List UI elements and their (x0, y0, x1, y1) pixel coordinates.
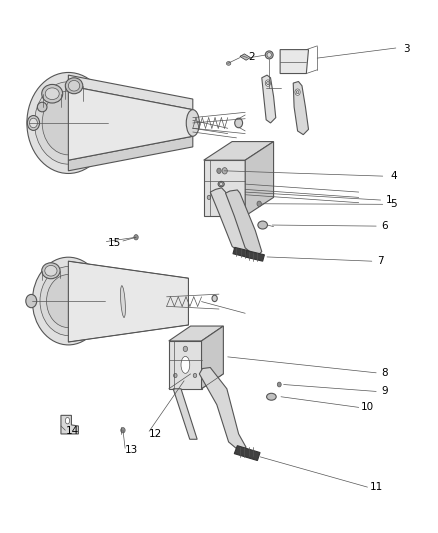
Text: 2: 2 (248, 52, 255, 61)
Ellipse shape (68, 80, 80, 91)
Ellipse shape (42, 84, 63, 103)
Polygon shape (262, 75, 276, 123)
Polygon shape (68, 136, 193, 171)
Ellipse shape (267, 393, 276, 400)
Ellipse shape (186, 110, 199, 136)
Text: 6: 6 (381, 221, 388, 231)
Ellipse shape (27, 116, 39, 131)
Polygon shape (245, 142, 274, 216)
Ellipse shape (257, 201, 261, 206)
Ellipse shape (27, 72, 110, 173)
Ellipse shape (235, 118, 243, 128)
Ellipse shape (65, 417, 70, 424)
Polygon shape (210, 188, 247, 256)
Text: 9: 9 (381, 386, 388, 397)
Polygon shape (199, 368, 246, 451)
Polygon shape (234, 446, 260, 461)
Polygon shape (293, 82, 308, 135)
Polygon shape (245, 251, 265, 261)
Ellipse shape (265, 80, 271, 86)
Polygon shape (68, 261, 188, 342)
Text: 10: 10 (361, 402, 374, 413)
Ellipse shape (217, 168, 221, 173)
Ellipse shape (45, 265, 57, 276)
Ellipse shape (42, 91, 95, 155)
Polygon shape (169, 341, 201, 389)
Ellipse shape (212, 295, 217, 302)
Ellipse shape (29, 118, 37, 128)
Ellipse shape (183, 346, 187, 352)
Ellipse shape (193, 373, 197, 377)
Ellipse shape (207, 195, 211, 199)
Polygon shape (204, 160, 245, 216)
Text: 13: 13 (125, 445, 138, 455)
Text: 14: 14 (66, 426, 79, 437)
Text: 1: 1 (386, 195, 392, 205)
Ellipse shape (296, 91, 299, 94)
Polygon shape (240, 54, 251, 60)
Ellipse shape (267, 53, 272, 58)
Ellipse shape (32, 257, 104, 345)
Ellipse shape (46, 274, 90, 328)
Ellipse shape (120, 286, 125, 318)
Ellipse shape (226, 62, 231, 65)
Ellipse shape (181, 357, 190, 373)
Ellipse shape (265, 51, 273, 59)
Text: 11: 11 (370, 482, 383, 492)
Polygon shape (226, 190, 262, 257)
Polygon shape (169, 326, 223, 341)
Polygon shape (280, 50, 308, 74)
Polygon shape (173, 389, 197, 439)
Text: 3: 3 (403, 44, 410, 53)
Ellipse shape (223, 195, 227, 200)
Ellipse shape (258, 221, 268, 229)
Ellipse shape (37, 102, 47, 112)
Ellipse shape (173, 373, 177, 377)
Ellipse shape (267, 82, 269, 85)
Polygon shape (201, 326, 223, 389)
Polygon shape (61, 415, 78, 434)
Ellipse shape (26, 294, 37, 308)
Ellipse shape (222, 167, 227, 174)
Text: 8: 8 (381, 368, 388, 378)
Ellipse shape (40, 266, 97, 336)
Text: 7: 7 (377, 256, 384, 266)
Polygon shape (68, 75, 193, 110)
Polygon shape (204, 142, 274, 160)
Ellipse shape (121, 427, 125, 433)
Text: 15: 15 (108, 238, 121, 247)
Text: 5: 5 (390, 199, 397, 209)
Ellipse shape (134, 235, 138, 240)
Text: 12: 12 (149, 429, 162, 439)
Ellipse shape (295, 89, 300, 95)
Ellipse shape (277, 382, 281, 387)
Ellipse shape (35, 82, 102, 164)
Ellipse shape (218, 181, 224, 187)
Ellipse shape (42, 263, 60, 279)
Polygon shape (233, 247, 252, 258)
Text: 4: 4 (390, 171, 397, 181)
Polygon shape (68, 86, 193, 160)
Ellipse shape (219, 182, 223, 185)
Ellipse shape (45, 88, 59, 100)
Ellipse shape (65, 78, 83, 94)
